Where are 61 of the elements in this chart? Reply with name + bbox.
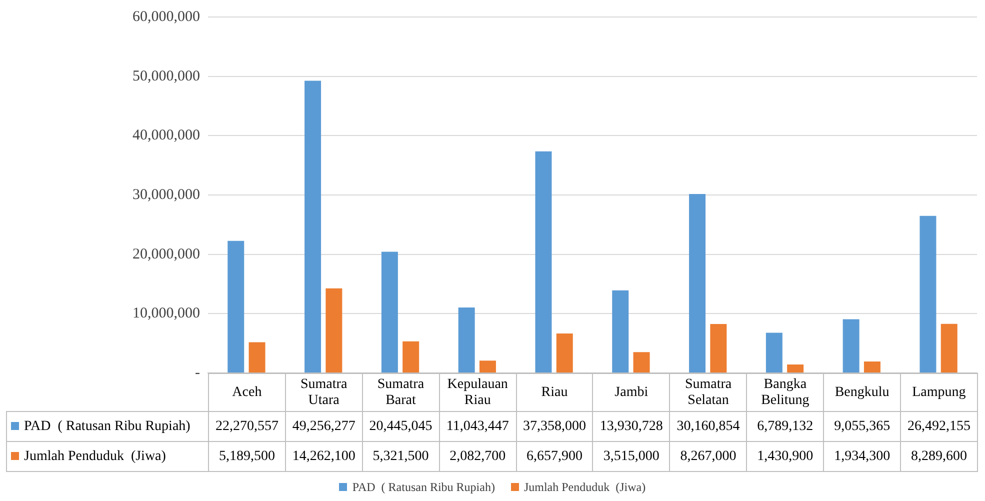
data-label: 37,358,000: [516, 412, 593, 442]
bar: [710, 324, 727, 372]
data-label: 2,082,700: [439, 442, 516, 472]
x-tick-label: Bangka Belitung: [746, 374, 824, 412]
x-tick-label: Jambi: [592, 374, 670, 412]
x-tick-label: Bengkulu: [824, 374, 901, 412]
text: PAD ( Ratusan Ribu Rupiah): [352, 480, 495, 494]
bar: [689, 194, 706, 372]
bar: [940, 324, 958, 372]
x-tick-label: Sumatra Barat: [362, 374, 440, 412]
bar: [842, 319, 860, 372]
bar: [479, 360, 496, 372]
bar: [458, 307, 475, 372]
data-label: 3,515,000: [592, 442, 670, 472]
x-tick-label: Aceh: [208, 374, 286, 412]
y-tick-label: -: [195, 364, 200, 381]
data-label: 6,657,900: [516, 442, 593, 472]
bar: [864, 362, 880, 372]
y-tick-label: 60,000,000: [132, 8, 200, 25]
bar: [556, 333, 573, 372]
data-label: 9,055,365: [824, 412, 901, 442]
text: Jumlah Penduduk (Jiwa): [24, 448, 166, 464]
data-label: 11,043,447: [439, 412, 516, 442]
bar: [228, 240, 244, 372]
data-label: 6,789,132: [746, 412, 824, 442]
data-label: 20,445,045: [362, 412, 440, 442]
data-label: 5,189,500: [208, 442, 286, 472]
x-tick-label: Kepulauan Riau: [439, 374, 516, 412]
legend-label: Jumlah Penduduk (Jiwa): [524, 480, 646, 494]
legend-label: PAD ( Ratusan Ribu Rupiah): [24, 418, 190, 434]
x-tick-label: Lampung: [900, 374, 978, 412]
data-label: 22,270,557: [208, 412, 286, 442]
y-tick-label: 40,000,000: [132, 128, 200, 144]
bar: [304, 80, 322, 372]
data-label: 8,289,600: [900, 442, 978, 472]
data-label: 30,160,854: [670, 412, 747, 442]
bar: [612, 290, 629, 372]
y-tick-label: 10,000,000: [132, 306, 200, 322]
bar: [381, 252, 398, 372]
data-label: 13,930,728: [592, 412, 670, 442]
data-label: 26,492,155: [900, 412, 978, 442]
bar: [248, 342, 266, 372]
bar: [326, 288, 342, 372]
data-label: 14,262,100: [285, 442, 362, 472]
bar: [402, 341, 420, 372]
bar: [633, 352, 650, 372]
bar: [766, 332, 782, 372]
x-tick-label: Riau: [516, 374, 593, 412]
y-tick-label: 20,000,000: [132, 246, 200, 262]
x-tick-label: Sumatra Utara: [285, 374, 362, 412]
y-tick-label: 50,000,000: [132, 68, 200, 84]
data-label: 1,430,900: [746, 442, 824, 472]
bar: [920, 216, 936, 372]
x-tick-label: Sumatra Selatan: [670, 374, 747, 412]
bar: [787, 364, 804, 372]
data-label: 1,934,300: [824, 442, 901, 472]
bar: [535, 151, 552, 372]
data-label: 5,321,500: [362, 442, 440, 472]
y-tick-label: 30,000,000: [132, 186, 200, 203]
data-label: 49,256,277: [285, 412, 362, 442]
data-label: 8,267,000: [670, 442, 747, 472]
